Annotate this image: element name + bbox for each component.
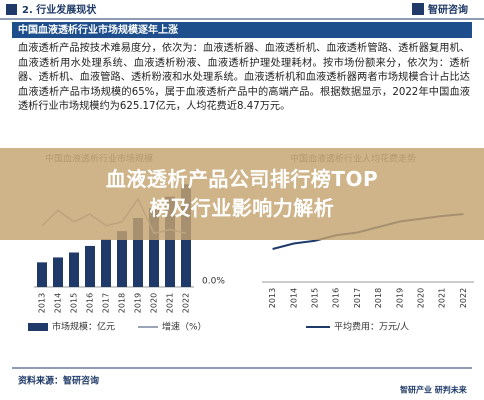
- x-tick-label: 2019: [395, 288, 404, 308]
- bar: [165, 196, 175, 287]
- x-tick-label: 2018: [118, 293, 127, 313]
- x-tick-label: 2016: [86, 293, 95, 313]
- legend-label: 市场规模：亿元: [52, 321, 115, 333]
- x-tick-label: 2017: [353, 288, 362, 308]
- x-tick-label: 2020: [417, 288, 426, 308]
- bar: [85, 245, 95, 287]
- x-tick-label: 2015: [70, 293, 79, 313]
- x-tick-label: 2016: [332, 288, 341, 308]
- legend-swatch: [28, 323, 48, 331]
- x-tick-label: 2018: [374, 288, 383, 308]
- x-tick-label: 2022: [182, 293, 191, 313]
- logo: 智研咨询: [428, 3, 468, 16]
- footer-slogan: 智研产业 研判未来: [400, 385, 468, 395]
- x-tick-label: 2019: [134, 293, 143, 313]
- logo-icon: [412, 3, 424, 15]
- paragraph: 血液透析产品按技术难易度分，依次为：血液透析器、血液透析机、血液透析管路、透析器…: [18, 43, 470, 113]
- bar: [37, 262, 47, 287]
- banner: 血液透析产品公司排行榜TOP 榜及行业影响力解析: [0, 148, 484, 240]
- x-tick-label: 2020: [150, 293, 159, 313]
- footer-source: 资料来源：智研咨询: [18, 375, 99, 387]
- bar: [101, 239, 111, 287]
- x-tick-label: 2013: [38, 293, 47, 313]
- title-bar-text: 中国血液透析行业市场规模逐年上涨: [18, 23, 178, 36]
- bar: [53, 257, 63, 287]
- x-tick-label: 2022: [459, 288, 468, 308]
- banner-line: 血液透析产品公司排行榜TOP: [105, 167, 379, 191]
- x-tick-label: 2014: [289, 288, 298, 308]
- x-tick-label: 2021: [438, 288, 447, 308]
- bar: [117, 231, 127, 287]
- legend-label: 平均费用：万元/人: [334, 321, 409, 333]
- x-tick-label: 2015: [311, 288, 320, 308]
- section-title: 2. 行业发展现状: [22, 3, 97, 16]
- bar: [69, 252, 79, 287]
- bar: [149, 208, 159, 287]
- bar: [133, 218, 143, 287]
- x-tick-label: 2013: [268, 288, 277, 308]
- banner-line: 榜及行业影响力解析: [149, 196, 335, 220]
- x-tick-label: 2017: [102, 293, 111, 313]
- title-bar: [12, 22, 472, 38]
- x-tick-label: 2014: [54, 293, 63, 313]
- section-icon: [6, 4, 17, 15]
- legend-label: 增速（%）: [162, 321, 207, 333]
- y2-tick-label: 0.0%: [202, 277, 225, 287]
- x-tick-label: 2021: [166, 293, 175, 313]
